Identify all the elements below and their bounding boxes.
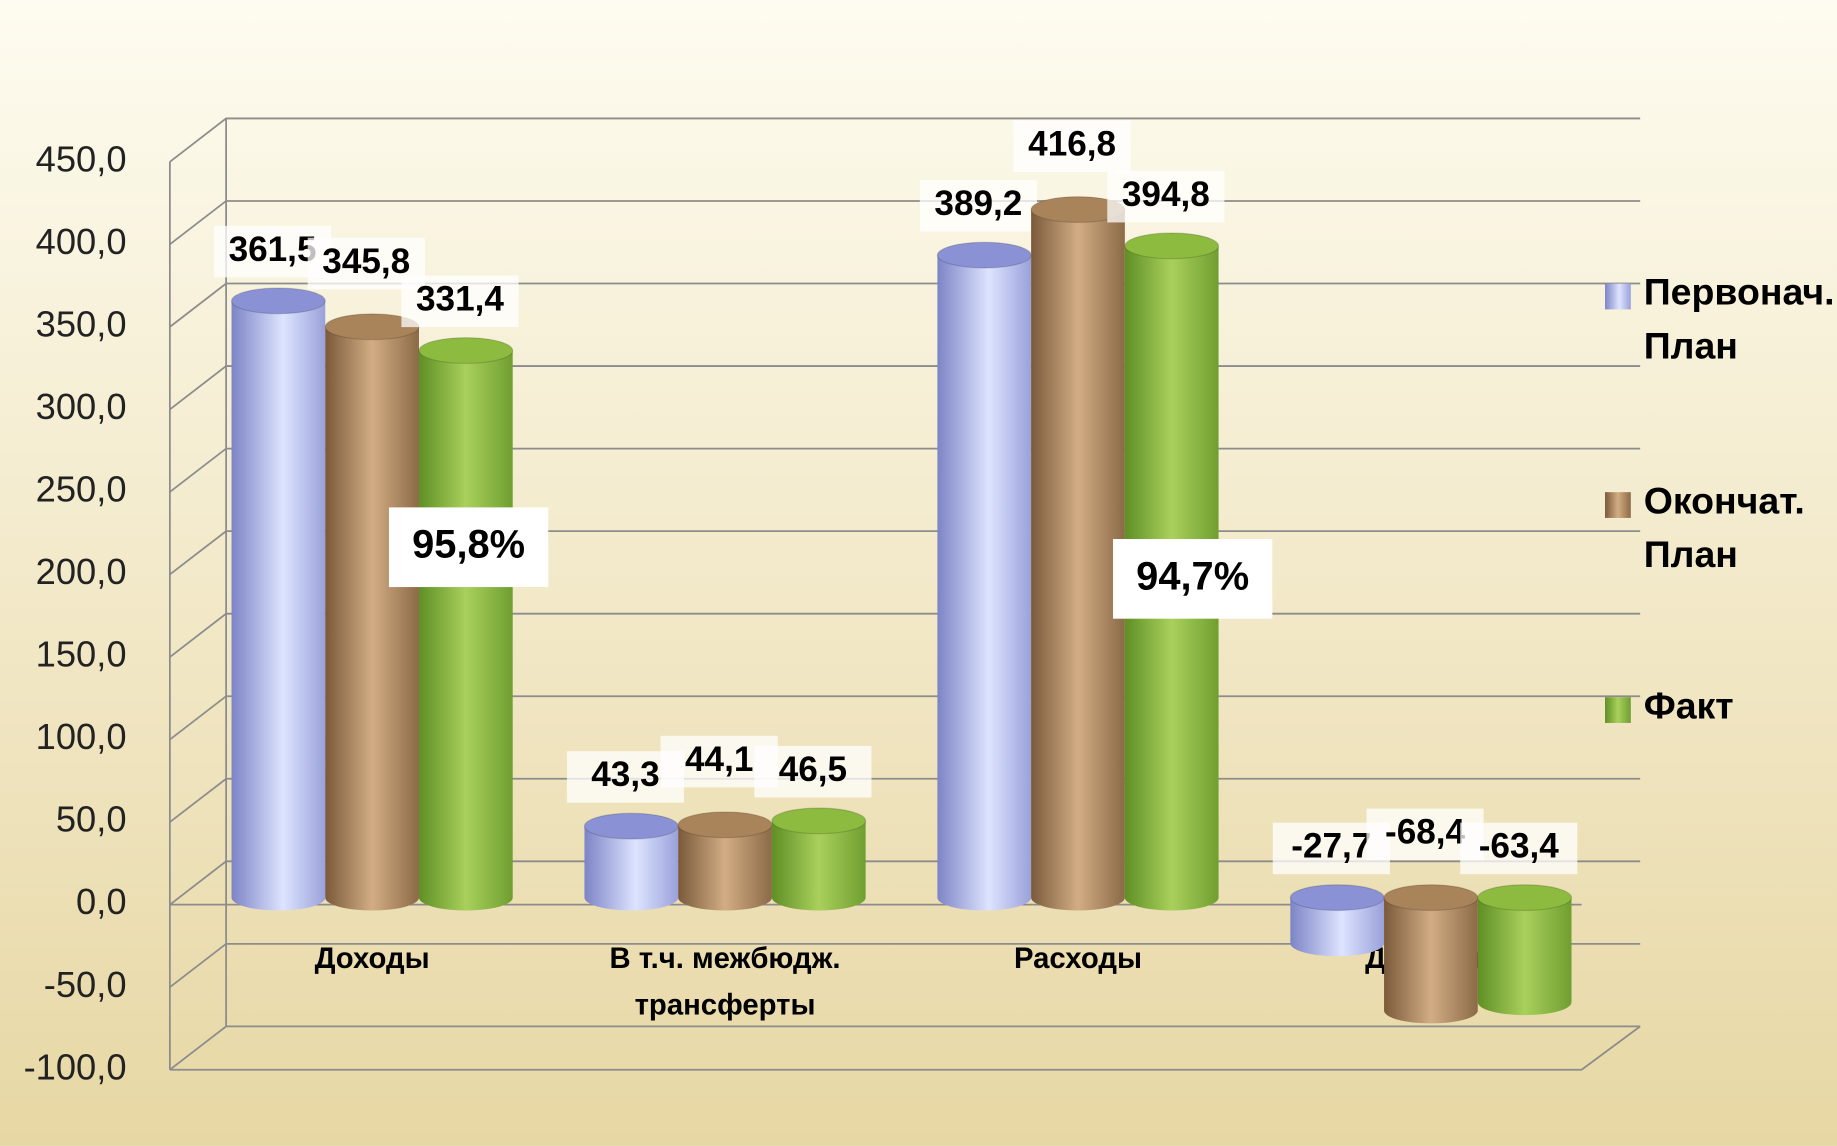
value-label: -63,4 [1479,827,1560,866]
bar-cap [771,807,867,835]
bar [324,313,420,911]
y-tick-label: -50,0 [44,964,127,1005]
legend-label: Окончат. План [1643,479,1805,576]
x-tick-label-box: Доходы [314,942,430,975]
value-label: 345,8 [322,242,410,281]
bar-body [231,300,326,911]
value-label: 43,3 [591,755,659,794]
x-tick-label: В т.ч. межбюдж. трансферты [609,942,841,1022]
x-tick-label: Расходы [1013,942,1142,975]
legend-label-box: Первонач. План [1643,270,1835,367]
bar-cap [583,812,679,840]
value-label: 46,5 [779,750,847,789]
legend-label-box: Факт [1643,684,1734,727]
bar-cap [1289,884,1385,912]
annotation: 94,7% [1136,554,1249,598]
value-label: 361,5 [229,230,317,269]
legend-swatch [1605,697,1631,723]
bar-cap [418,337,514,365]
y-tick-label: 350,0 [36,303,127,344]
bar [771,807,867,911]
bar [418,337,514,911]
bar-body [1477,897,1572,1016]
bar-body [1384,897,1478,1024]
y-tick-label: -100,0 [24,1046,127,1087]
legend-swatch [1605,492,1631,518]
legend-label: Первонач. План [1643,270,1835,367]
bar-body [325,326,419,911]
value-label: 394,8 [1122,175,1210,214]
bar-cap [1477,884,1573,912]
y-tick-label: 300,0 [36,386,127,427]
legend-swatch [1605,283,1631,310]
value-label-bg [919,180,1037,232]
x-tick-label: Доходы [314,942,430,975]
y-tick-label: 450,0 [36,138,127,179]
y-tick-label: 150,0 [36,634,127,675]
bar-body [418,350,513,911]
value-label-bg [1013,120,1131,173]
bar [1289,884,1385,957]
bar-body [771,820,866,911]
bar-body [678,824,772,911]
y-tick-label: 200,0 [36,551,127,592]
y-tick-label: 100,0 [36,716,127,757]
value-label-bg [1460,822,1578,875]
bar-body [584,826,679,911]
bar-cap [936,241,1032,269]
bar-body [1031,209,1125,911]
annotation-bg [388,507,549,588]
y-tick-label: 250,0 [36,469,127,510]
floor-line [169,1025,1641,1071]
value-label: 389,2 [934,184,1022,223]
legend-label-box: Окончат. План [1643,479,1805,576]
bar [1383,884,1479,1024]
annotation: 95,8% [412,523,525,567]
bar [1477,884,1573,1016]
bar [583,812,679,911]
y-tick-label: 50,0 [56,799,127,840]
bar-cap [1124,232,1220,260]
bar-cap [1383,884,1479,912]
value-label-bg [1107,170,1225,223]
y-tick-label: 0,0 [76,881,126,922]
bar [936,241,1032,911]
bar [677,811,773,911]
value-label: 416,8 [1028,125,1116,164]
x-tick-label-box: В т.ч. межбюдж. трансферты [609,942,841,1022]
bar [230,287,326,911]
y-tick-label: 400,0 [36,221,127,262]
bar-body [937,255,1032,911]
annotation-bg [1112,539,1273,619]
bar [1030,196,1126,911]
bar-cap [230,287,326,315]
legend-label: Факт [1643,684,1734,727]
value-label: -27,7 [1291,827,1371,866]
x-tick-label-box: Расходы [1013,942,1142,975]
value-label: 44,1 [685,740,753,779]
value-label-bg [401,275,519,328]
value-label-bg [754,745,872,798]
bar-body [1290,897,1385,957]
value-label: -68,4 [1385,813,1466,852]
value-label: 331,4 [416,280,504,319]
bar-cap [677,811,773,839]
